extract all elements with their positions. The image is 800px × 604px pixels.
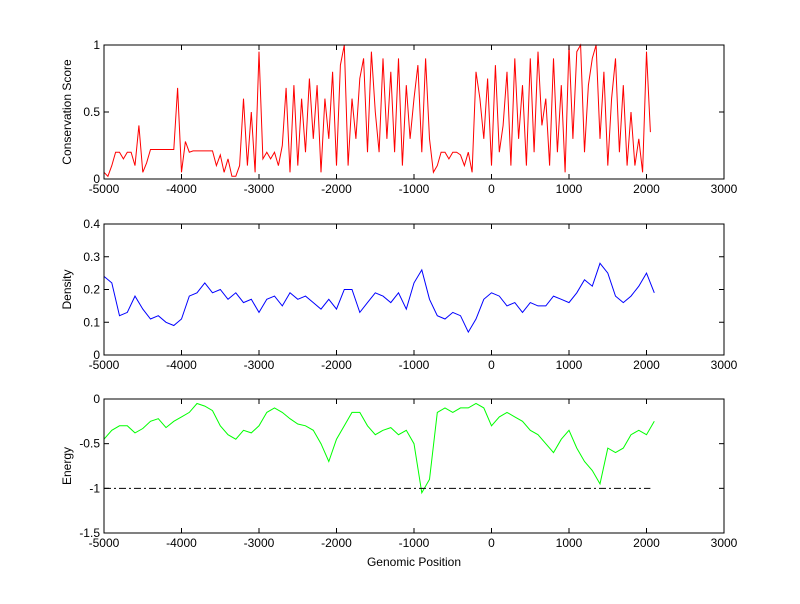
y-tick-label: 1 [93, 38, 100, 52]
conservation-line [103, 43, 651, 178]
subplot-2: -5000 -4000 -3000 -2000 -1000 0 1000 2000 3000 0 0… [60, 217, 738, 372]
x-tick-label: 1000 [556, 182, 583, 196]
y-tick-label: 0 [93, 348, 100, 362]
x-tick-label: -3000 [244, 182, 275, 196]
y-tick-label: 0.5 [83, 105, 100, 119]
x-tick-label: -1000 [399, 536, 430, 550]
y-tick-label: 0.2 [83, 283, 100, 297]
x-tick-label: -3000 [244, 536, 275, 550]
x-tick-label: 0 [488, 536, 495, 550]
x-tick-label: 0 [488, 182, 495, 196]
y-tick-label: -1.5 [79, 526, 100, 540]
x-tick-label: -5000 [89, 358, 120, 372]
y-axis-label: Density [60, 269, 74, 309]
x-tick-label: 1000 [556, 358, 583, 372]
x-tick-label: -2000 [321, 358, 352, 372]
y-tick-label: 0.3 [83, 250, 100, 264]
y-tick-label: 0.1 [83, 315, 100, 329]
energy-line [103, 402, 655, 495]
x-tick-label: 0 [488, 358, 495, 372]
x-tick-label: 2000 [633, 182, 660, 196]
x-tick-label: 2000 [633, 358, 660, 372]
x-tick-label: -5000 [89, 182, 120, 196]
x-tick-label: 3000 [711, 182, 738, 196]
x-tick-label: -2000 [321, 536, 352, 550]
y-axis-label: Conservation Score [60, 59, 74, 165]
subplot-1: -5000 -4000 -3000 -2000 -1000 0 1000 2000 3000 0 0… [60, 38, 738, 196]
x-tick-label: -4000 [166, 536, 197, 550]
x-tick-label: 3000 [711, 358, 738, 372]
y-tick-label: 0 [93, 172, 100, 186]
y-axis-label: Energy [60, 447, 74, 485]
x-tick-label: -4000 [166, 358, 197, 372]
x-axis-label: Genomic Position [367, 555, 461, 569]
density-line [103, 262, 655, 334]
x-tick-label: -2000 [321, 182, 352, 196]
x-tick-label: 2000 [633, 536, 660, 550]
y-tick-label: -1 [89, 481, 100, 495]
x-tick-label: -5000 [89, 536, 120, 550]
plot-area [104, 399, 724, 533]
x-tick-label: -1000 [399, 182, 430, 196]
x-tick-label: -4000 [166, 182, 197, 196]
y-tick-label: 0 [93, 392, 100, 406]
x-tick-label: 1000 [556, 536, 583, 550]
y-tick-label: 0.4 [83, 217, 100, 231]
subplot-3: -5000 -4000 -3000 -2000 -1000 0 1000 2000 3000 -1… [60, 392, 738, 569]
x-tick-label: -1000 [399, 358, 430, 372]
y-tick-label: -0.5 [79, 437, 100, 451]
x-tick-label: 3000 [711, 536, 738, 550]
plot-area [104, 45, 724, 179]
plot-area [104, 224, 724, 355]
x-tick-label: -3000 [244, 358, 275, 372]
